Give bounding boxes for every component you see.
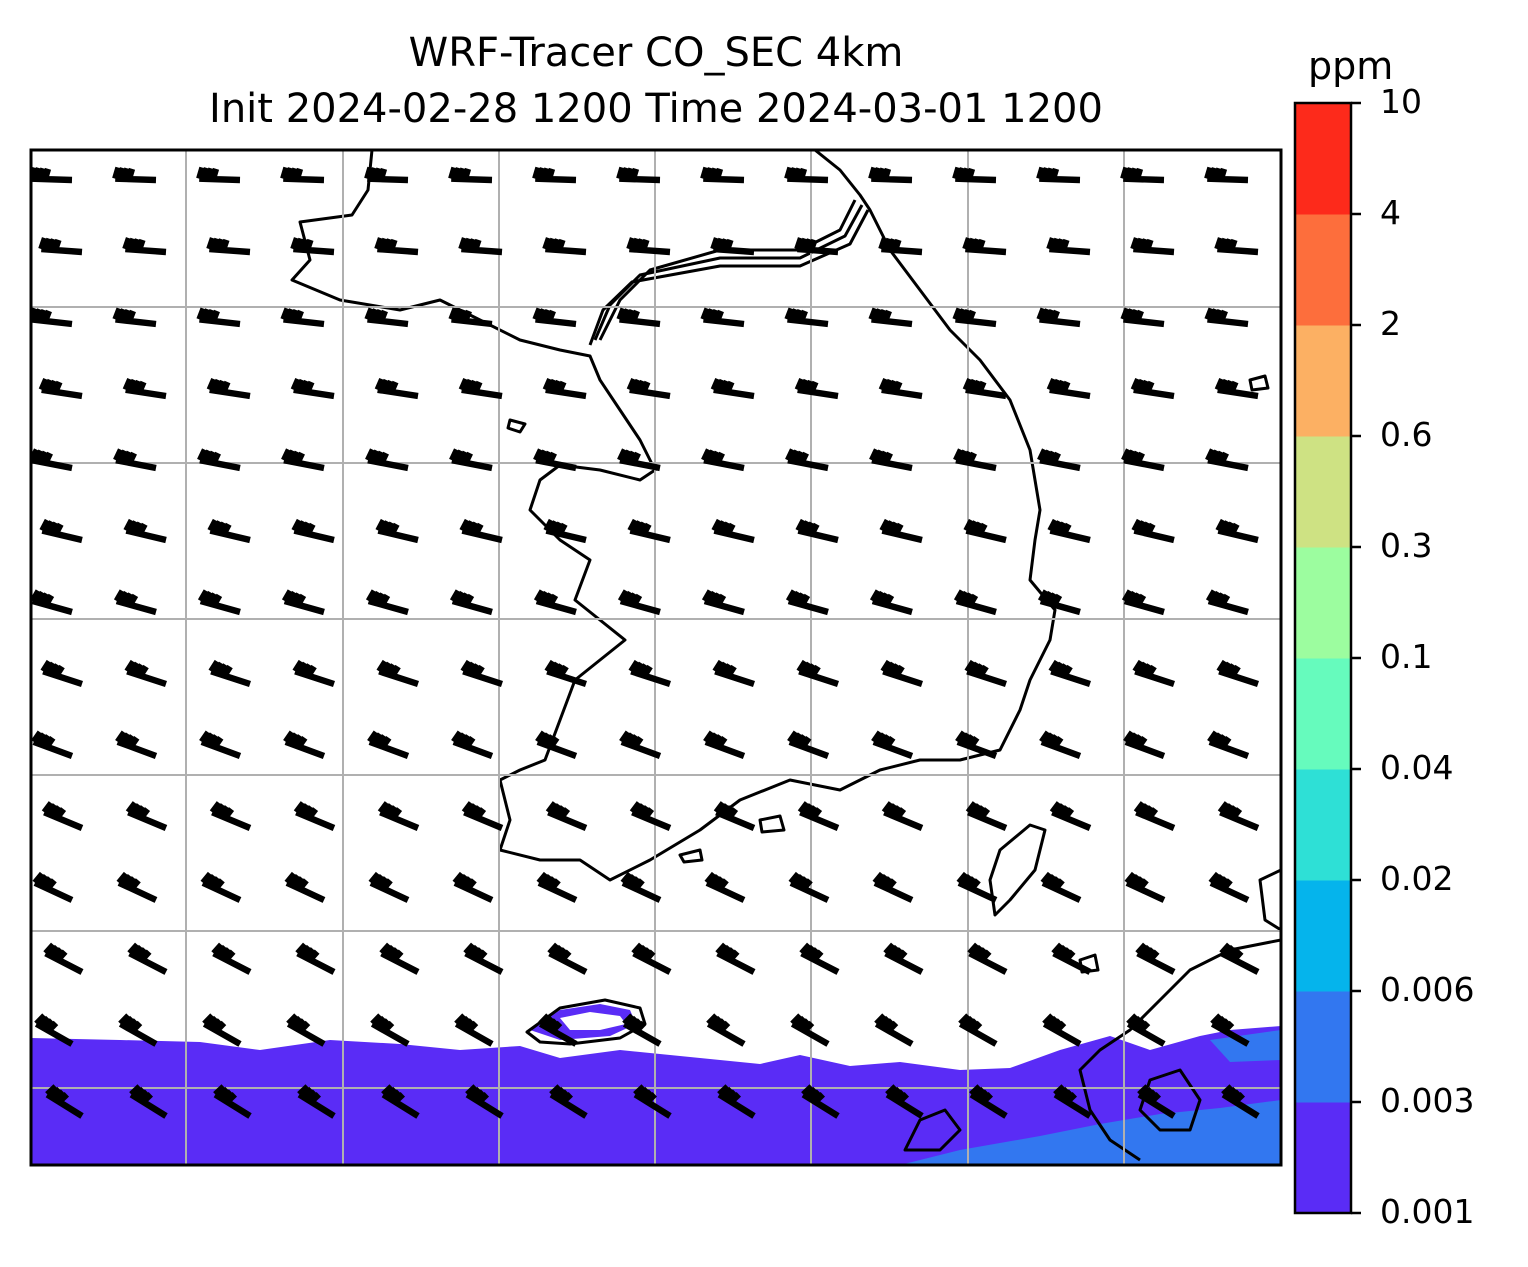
map-title-line2: Init 2024-02-28 1200 Time 2024-03-01 120… (209, 86, 1103, 132)
colorbar-tick-label: 0.001 (1380, 1192, 1475, 1231)
colorbar-tick-label: 0.1 (1380, 637, 1433, 676)
concentration-gap (560, 1012, 626, 1030)
colorbar-tick-label: 0.04 (1380, 748, 1454, 787)
colorbar-tick-label: 0.003 (1380, 1081, 1475, 1120)
colorbar-tick-label: 4 (1380, 193, 1401, 232)
colorbar-tick-label: 10 (1380, 82, 1422, 121)
colorbar-segment (1295, 880, 1351, 992)
map-frame (29, 148, 1283, 1167)
colorbar-segment (1295, 103, 1351, 215)
colorbar-tick-label: 2 (1380, 304, 1401, 343)
colorbar (1295, 103, 1351, 1214)
colorbar-segment (1295, 1102, 1351, 1214)
colorbar-tick-label: 0.3 (1380, 526, 1433, 565)
colorbar-ticks (1351, 101, 1361, 1215)
colorbar-tick-label: 0.006 (1380, 970, 1475, 1009)
colorbar-segment (1295, 547, 1351, 659)
concentration-fill-second (900, 1100, 1281, 1165)
colorbar-segment (1295, 991, 1351, 1103)
colorbar-segment (1295, 325, 1351, 437)
colorbar-segment (1295, 436, 1351, 548)
colorbar-segment (1295, 658, 1351, 770)
colorbar-segment (1295, 214, 1351, 326)
colorbar-segment (1295, 769, 1351, 881)
colorbar-unit-label: ppm (1308, 44, 1394, 88)
colorbar-tick-label: 0.6 (1380, 415, 1433, 454)
map-title-line1: WRF-Tracer CO_SEC 4km (408, 30, 904, 76)
colorbar-tick-label: 0.02 (1380, 859, 1454, 898)
